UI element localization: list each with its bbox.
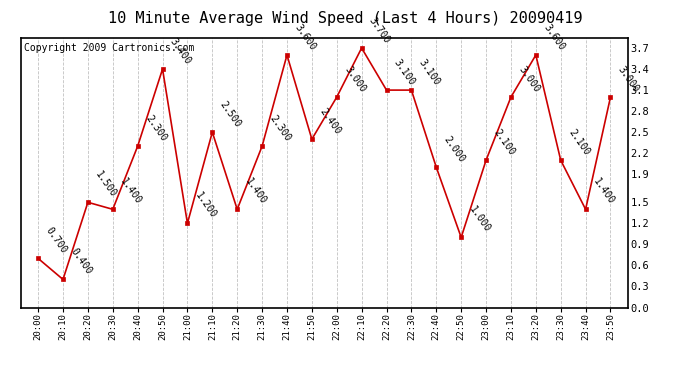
Text: 3.100: 3.100: [392, 57, 417, 87]
Text: 3.000: 3.000: [616, 64, 641, 94]
Text: 3.600: 3.600: [293, 22, 317, 52]
Text: 1.000: 1.000: [466, 205, 492, 235]
Text: 2.100: 2.100: [566, 128, 591, 158]
Text: Copyright 2009 Cartronics.com: Copyright 2009 Cartronics.com: [23, 43, 194, 53]
Text: 0.700: 0.700: [43, 226, 69, 256]
Text: 2.100: 2.100: [491, 128, 517, 158]
Text: 2.500: 2.500: [218, 100, 243, 129]
Text: 1.400: 1.400: [591, 177, 616, 207]
Text: 0.400: 0.400: [68, 247, 94, 277]
Text: 10 Minute Average Wind Speed (Last 4 Hours) 20090419: 10 Minute Average Wind Speed (Last 4 Hou…: [108, 11, 582, 26]
Text: 2.300: 2.300: [144, 114, 168, 143]
Text: 1.400: 1.400: [118, 177, 144, 207]
Text: 2.400: 2.400: [317, 106, 342, 136]
Text: 3.000: 3.000: [517, 64, 542, 94]
Text: 1.500: 1.500: [93, 170, 119, 200]
Text: 2.000: 2.000: [442, 135, 467, 165]
Text: 1.200: 1.200: [193, 191, 218, 220]
Text: 3.700: 3.700: [367, 15, 392, 45]
Text: 3.100: 3.100: [417, 57, 442, 87]
Text: 2.300: 2.300: [268, 114, 293, 143]
Text: 1.400: 1.400: [243, 177, 268, 207]
Text: 3.600: 3.600: [542, 22, 566, 52]
Text: 3.000: 3.000: [342, 64, 367, 94]
Text: 3.400: 3.400: [168, 36, 193, 66]
